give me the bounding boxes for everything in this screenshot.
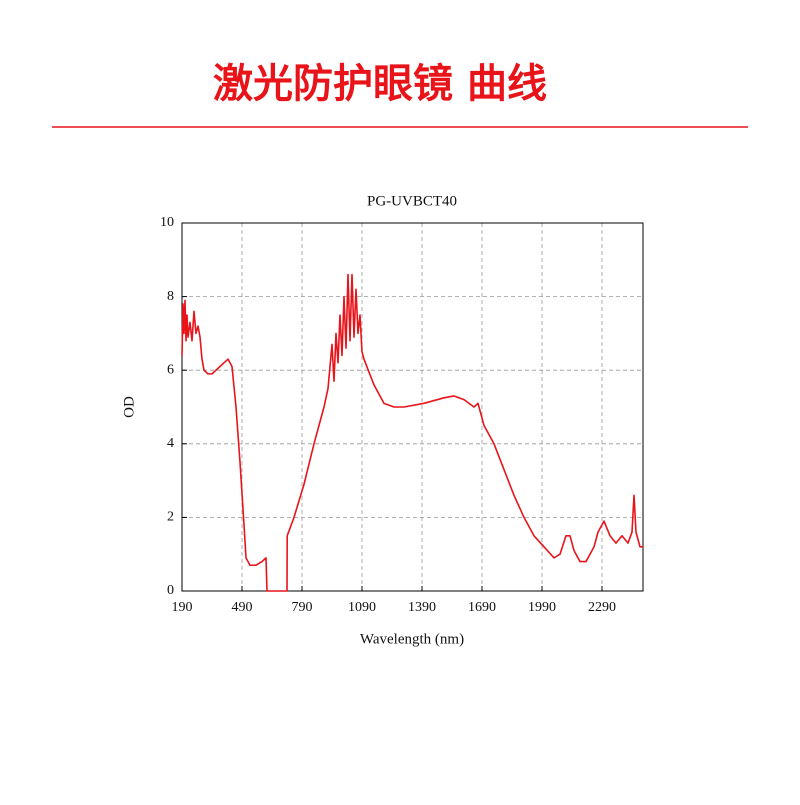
x-tick-label: 1990 <box>528 600 556 615</box>
chart-title: PG-UVBCT40 <box>367 193 457 209</box>
y-tick-label: 10 <box>160 215 174 230</box>
x-tick-label: 1390 <box>408 600 436 615</box>
data-line <box>181 273 643 592</box>
x-tick-label: 790 <box>292 600 313 615</box>
plot-frame <box>181 222 644 592</box>
x-tick-label: 1690 <box>468 600 496 615</box>
x-tick-label: 1090 <box>348 600 376 615</box>
y-tick-label: 2 <box>167 510 174 525</box>
x-tick-label: 190 <box>172 600 193 615</box>
y-tick-label: 6 <box>167 362 174 377</box>
y-tick-label: 0 <box>167 583 174 598</box>
page-title: 激光防护眼镜 曲线 <box>213 61 547 107</box>
x-tick-label: 490 <box>232 600 253 615</box>
y-tick-label: 4 <box>167 436 174 451</box>
y-tick-label: 8 <box>167 289 174 304</box>
x-axis-label: Wavelength (nm) <box>360 631 464 647</box>
y-axis-label: OD <box>121 396 137 418</box>
x-tick-label: 2290 <box>588 600 616 615</box>
